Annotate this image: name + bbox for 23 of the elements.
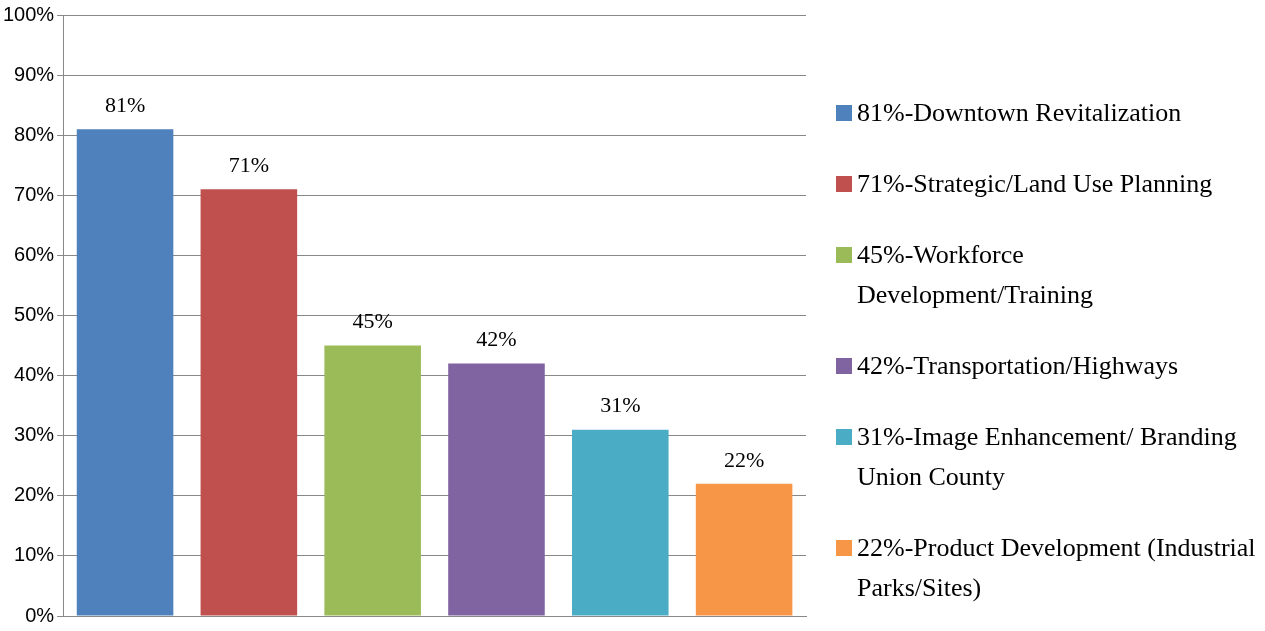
legend-label: 22%-Product Development (Industrial Parks/Sites) xyxy=(857,531,1257,604)
y-tick-label: 0% xyxy=(25,603,55,626)
y-tick-label: 10% xyxy=(14,543,55,566)
data-label: 31% xyxy=(600,392,641,418)
data-label: 45% xyxy=(352,308,393,334)
y-tick-label: 50% xyxy=(14,303,55,326)
y-tick-label: 80% xyxy=(14,122,55,145)
legend-label: 45%-Workforce Development/Training xyxy=(857,239,1094,312)
legend-label: 42%-Transportation/Highways xyxy=(857,349,1179,382)
y-tick-label: 60% xyxy=(14,242,55,265)
data-label: 71% xyxy=(228,152,270,178)
y-tick-label: 100% xyxy=(3,2,55,25)
data-label: 81% xyxy=(104,91,146,117)
legend-label: 81%-Downtown Revitalization xyxy=(857,97,1182,130)
data-label: 42% xyxy=(476,326,517,352)
legend-label: 31%-Image Enhancement/ Branding Union County xyxy=(857,420,1238,493)
y-tick-label: 20% xyxy=(14,483,55,506)
y-tick-label: 70% xyxy=(14,182,55,205)
y-tick-label: 40% xyxy=(14,363,55,386)
data-label: 22% xyxy=(723,446,765,472)
y-tick-label: 90% xyxy=(14,62,55,85)
legend-label: 71%-Strategic/Land Use Planning xyxy=(857,168,1213,201)
y-tick-label: 30% xyxy=(14,423,55,446)
